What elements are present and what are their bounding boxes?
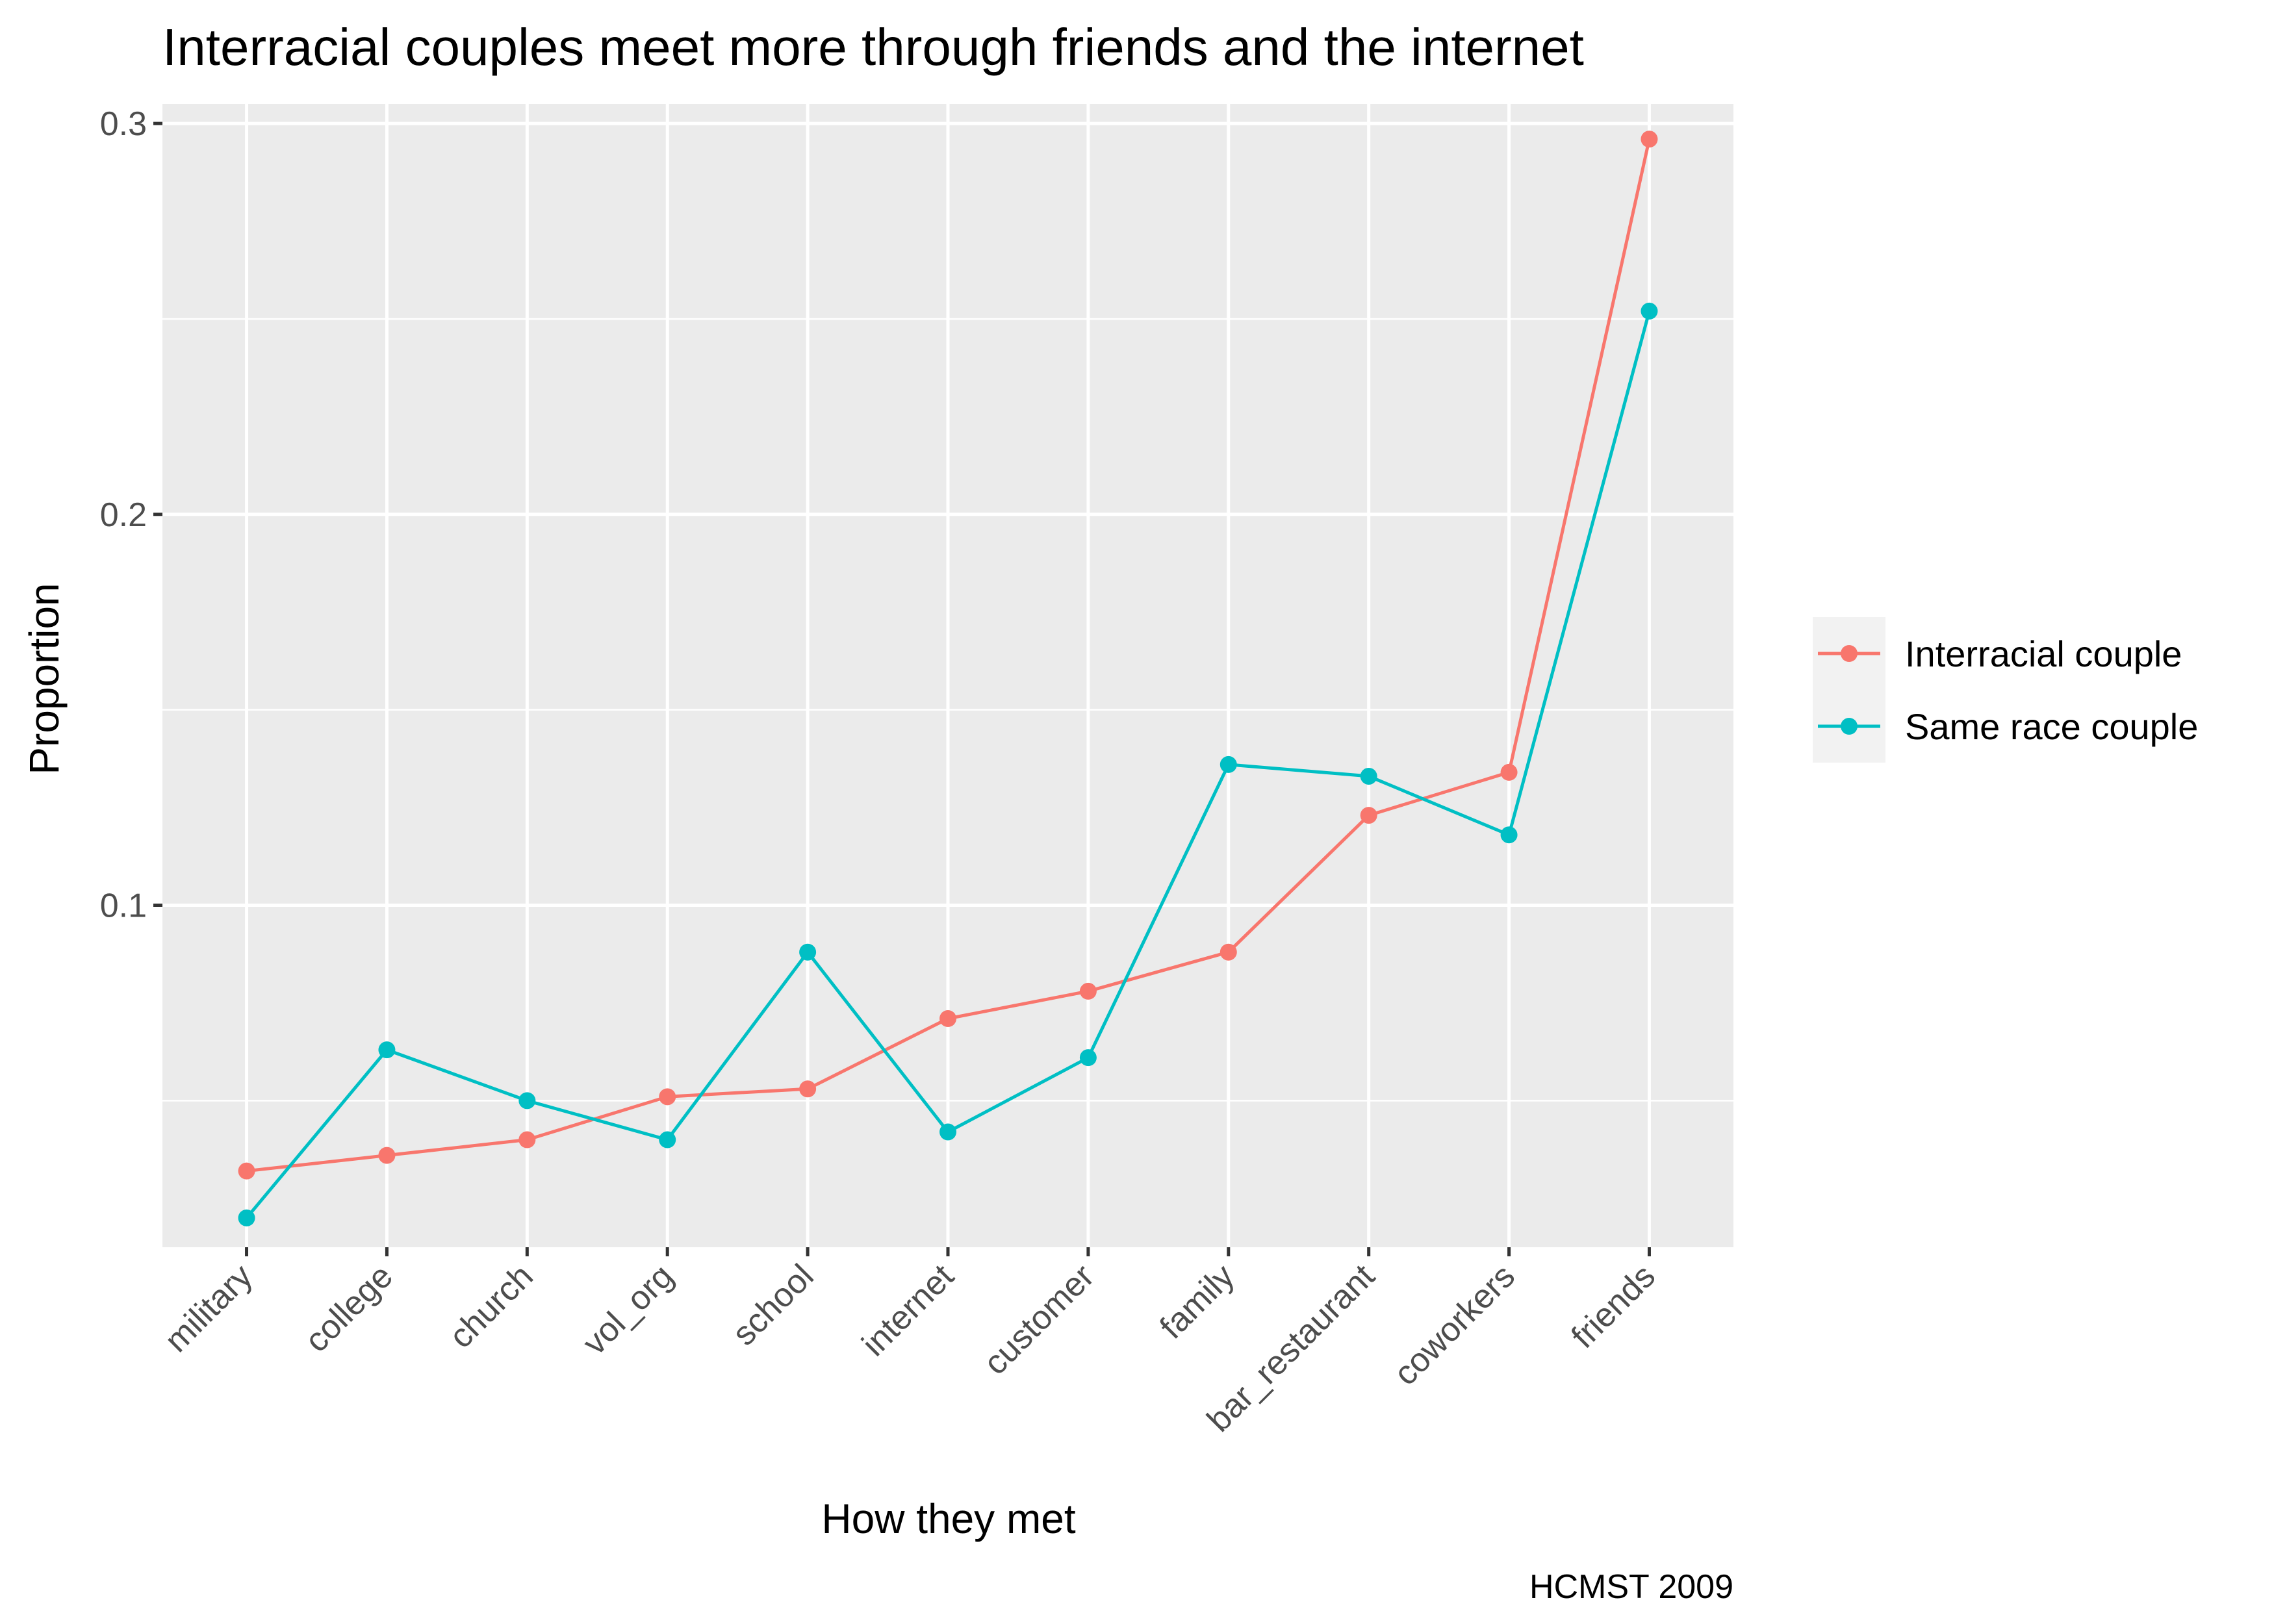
chart-caption: HCMST 2009 <box>1529 1568 1733 1606</box>
series-0 <box>238 131 1658 1180</box>
series-1 <box>238 302 1658 1226</box>
y-tick-label: 0.2 <box>100 496 147 534</box>
data-point <box>1641 131 1658 148</box>
data-point <box>799 1080 817 1098</box>
data-point <box>238 1162 255 1180</box>
data-point <box>939 1123 956 1141</box>
legend-label: Same race couple <box>1905 706 2198 747</box>
data-point <box>659 1131 676 1148</box>
data-point <box>378 1041 396 1059</box>
data-point <box>1500 826 1518 844</box>
legend-key-point <box>1841 718 1858 735</box>
data-point <box>1079 1049 1097 1067</box>
data-point <box>1641 302 1658 320</box>
data-point <box>799 943 817 961</box>
series-layer <box>238 131 1658 1226</box>
legend-label: Interracial couple <box>1905 633 2182 674</box>
data-point <box>659 1088 676 1106</box>
y-tick-label: 0.3 <box>100 105 147 143</box>
data-point <box>1220 943 1237 961</box>
data-point <box>1500 763 1518 781</box>
data-point <box>1220 755 1237 773</box>
y-tick-label: 0.1 <box>100 887 147 925</box>
x-axis-title: How they met <box>821 1495 1075 1542</box>
y-axis-title: Proportion <box>21 583 68 774</box>
legend-key-point <box>1841 645 1858 662</box>
data-point <box>1360 807 1377 824</box>
chart-title: Interracial couples meet more through fr… <box>162 18 1584 76</box>
data-point <box>1360 767 1377 785</box>
y-axis: 0.1 0.2 0.3 <box>100 105 162 925</box>
data-point <box>518 1092 536 1110</box>
data-point <box>518 1131 536 1148</box>
data-point <box>238 1209 255 1226</box>
data-point <box>939 1010 956 1027</box>
legend: Interracial couple Same race couple <box>1813 617 2198 763</box>
data-point <box>1079 982 1097 1000</box>
data-point <box>378 1147 396 1164</box>
